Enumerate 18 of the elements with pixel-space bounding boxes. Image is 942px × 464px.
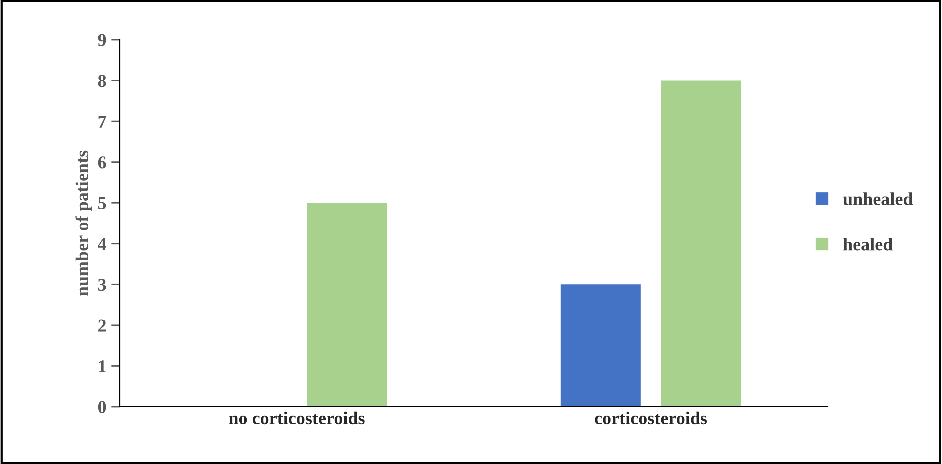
y-tick-label: 6	[98, 156, 106, 169]
y-tick-label: 5	[98, 198, 106, 210]
y-tick-label: 2	[98, 320, 106, 332]
x-tick-label: no corticosteroids	[229, 412, 365, 425]
y-tick-label: 0	[98, 401, 106, 414]
y-tick-label: 4	[98, 238, 106, 250]
y-tick-label: 9	[98, 34, 106, 46]
y-tick-label: 7	[98, 116, 106, 128]
x-tick-label: corticosteroids	[595, 412, 708, 425]
y-tick-label: 8	[98, 75, 106, 88]
y-tick-label: 3	[98, 278, 106, 292]
bar	[560, 284, 641, 407]
legend-label: unhealed	[843, 192, 914, 206]
legend-label: healed	[843, 238, 893, 251]
bar	[307, 203, 388, 407]
y-tick-label: 1	[99, 360, 106, 372]
bar	[661, 80, 742, 407]
y-axis-title: number of patients	[76, 150, 92, 296]
